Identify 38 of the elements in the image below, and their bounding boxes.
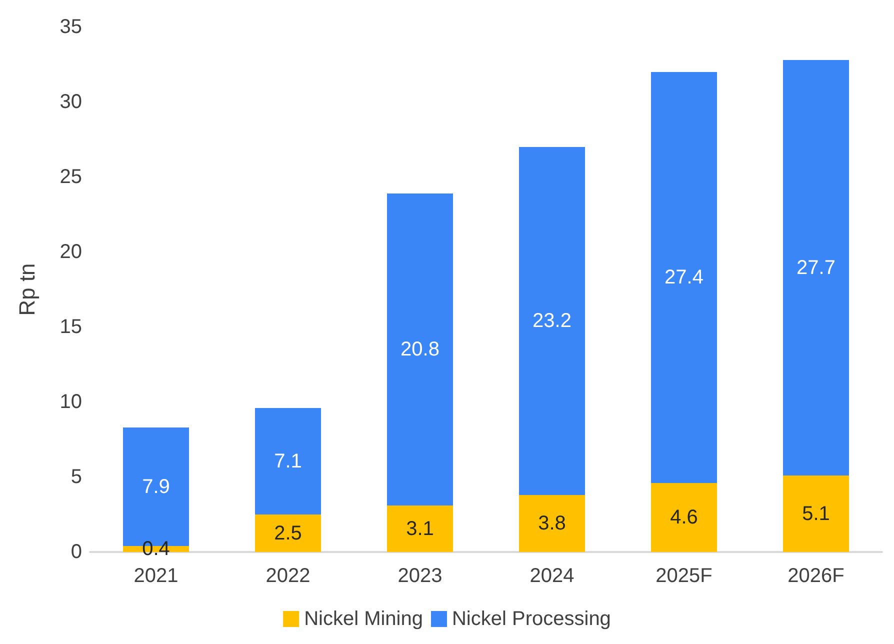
x-tick-label: 2022: [266, 565, 310, 587]
data-label: 4.6: [670, 506, 698, 528]
bar: [255, 514, 321, 552]
x-tick-label: 2023: [398, 565, 442, 587]
data-label: 20.8: [400, 338, 440, 360]
bar: [651, 72, 717, 483]
data-label: 27.4: [664, 266, 704, 288]
x-tick-label: 2025F: [656, 565, 712, 587]
legend-label: Nickel Processing: [452, 608, 611, 630]
y-tick-label: 10: [60, 391, 82, 413]
x-tick-label: 2024: [530, 565, 574, 587]
bar: [519, 147, 585, 495]
legend-label: Nickel Mining: [304, 608, 423, 630]
data-label: 27.7: [796, 256, 836, 279]
bar: [651, 483, 717, 552]
x-tick-label: 2021: [134, 565, 178, 587]
data-label: 5.1: [802, 502, 830, 525]
bar: [519, 495, 585, 552]
data-label: 23.2: [532, 310, 572, 332]
y-tick-label: 0: [70, 541, 82, 563]
bar: [387, 506, 453, 552]
y-tick-label: 5: [70, 466, 82, 488]
y-tick-label: 35: [60, 16, 82, 38]
bar: [387, 194, 453, 506]
x-tick-label: 2026F: [788, 565, 844, 587]
data-label: 2.5: [274, 522, 302, 544]
data-label: 7.9: [142, 476, 170, 498]
data-label: 3.8: [538, 512, 566, 534]
bar: [255, 408, 321, 514]
bar: [783, 60, 849, 476]
y-tick-label: 30: [60, 91, 82, 113]
y-axis-title: Rp tn: [14, 263, 40, 316]
y-tick-label: 25: [60, 166, 82, 188]
y-tick-label: 20: [60, 241, 82, 263]
data-label: 3.1: [406, 518, 434, 540]
data-label: 7.1: [274, 450, 302, 472]
y-tick-label: 15: [60, 316, 82, 338]
bar: [783, 476, 849, 552]
